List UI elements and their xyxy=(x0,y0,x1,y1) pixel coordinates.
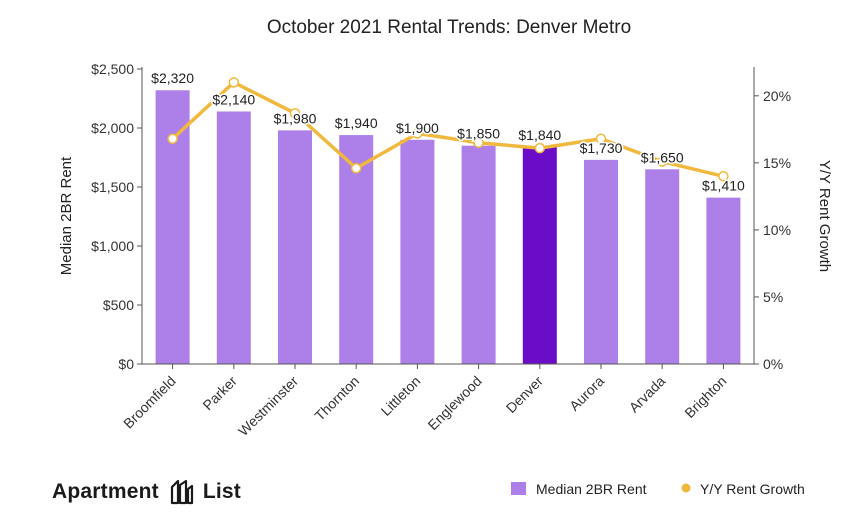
legend-label-growth: Y/Y Rent Growth xyxy=(700,481,805,497)
bar-westminster xyxy=(278,130,312,364)
bar-parker xyxy=(216,111,251,364)
y2-tick-label: 20% xyxy=(763,88,791,104)
x-tick-label: Brighton xyxy=(681,373,729,421)
bar-brighton xyxy=(706,197,741,364)
brand-word-apartment: Apartment xyxy=(52,480,159,503)
legend-line-swatch xyxy=(681,483,691,493)
legend-bar-swatch xyxy=(511,482,526,495)
x-tick-label: Aurora xyxy=(566,373,607,414)
growth-line xyxy=(171,80,724,178)
bar-value-label: $1,900 xyxy=(396,120,439,136)
x-tick-label: Parker xyxy=(199,373,240,414)
bar-value-label: $2,140 xyxy=(212,91,255,107)
bar-littleton xyxy=(400,139,435,364)
growth-point-parker xyxy=(228,77,240,88)
y2-tick-label: 15% xyxy=(763,155,791,171)
growth-point-westminster xyxy=(289,108,301,119)
y-tick-label: $2,000 xyxy=(91,120,134,136)
plot-area: $0 $500 $1,000 $1,500 $2,000 $2,500 0% 5% 10% 15%… xyxy=(91,61,791,439)
growth-point-littleton xyxy=(412,128,423,139)
bar-value-label: $1,940 xyxy=(335,115,378,131)
legend: Median 2BR Rent Y/Y Rent Growth xyxy=(511,481,805,497)
y2-axis-label: Y/Y Rent Growth xyxy=(816,160,833,272)
bar-broomfield xyxy=(155,90,190,365)
y-tick-label: $2,500 xyxy=(91,61,134,77)
bar-denver xyxy=(522,146,557,364)
growth-point-denver xyxy=(534,142,546,154)
bar-value-label: $1,840 xyxy=(518,127,561,143)
brand-logo: Apartment List xyxy=(52,478,241,506)
growth-point-thornton xyxy=(350,162,362,174)
y2-tick-label: 5% xyxy=(763,289,783,305)
growth-point-arvada xyxy=(656,156,668,167)
chart-title: October 2021 Rental Trends: Denver Metro xyxy=(267,17,631,38)
growth-point-aurora xyxy=(595,133,607,144)
bar-arvada xyxy=(645,169,680,364)
x-tick-label: Denver xyxy=(503,373,546,416)
x-tick-label: Englewood xyxy=(424,373,484,433)
x-tick-label: Thornton xyxy=(311,373,362,424)
bar-value-label: $1,650 xyxy=(641,149,684,165)
legend-label-rent: Median 2BR Rent xyxy=(536,481,647,497)
building-icon xyxy=(170,479,193,505)
growth-point-brighton xyxy=(718,171,729,182)
y-tick-label: $1,500 xyxy=(91,179,134,195)
growth-point-broomfield xyxy=(167,133,178,144)
bar-englewood xyxy=(461,145,496,364)
x-tick-label: Littleton xyxy=(378,373,424,419)
y-axis-label: Median 2BR Rent xyxy=(58,156,75,275)
bar-value-label: $2,320 xyxy=(151,70,194,86)
bar-value-label: $1,980 xyxy=(274,110,317,126)
x-tick-label: Broomfield xyxy=(120,373,179,432)
growth-point-englewood xyxy=(473,137,484,148)
y2-tick-label: 10% xyxy=(763,222,791,238)
bar-value-label: $1,730 xyxy=(580,140,623,156)
y-tick-label: $1,000 xyxy=(91,238,134,254)
x-tick-label: Arvada xyxy=(626,373,669,416)
y2-tick-label: 0% xyxy=(763,356,783,372)
y-tick-label: $0 xyxy=(118,356,134,372)
brand-word-list: List xyxy=(202,480,241,503)
bar-aurora xyxy=(584,159,618,364)
bar-value-label: $1,850 xyxy=(457,126,500,142)
x-tick-label: Westminster xyxy=(235,373,301,439)
y-tick-label: $500 xyxy=(103,297,134,313)
bar-value-label: $1,410 xyxy=(702,178,745,194)
